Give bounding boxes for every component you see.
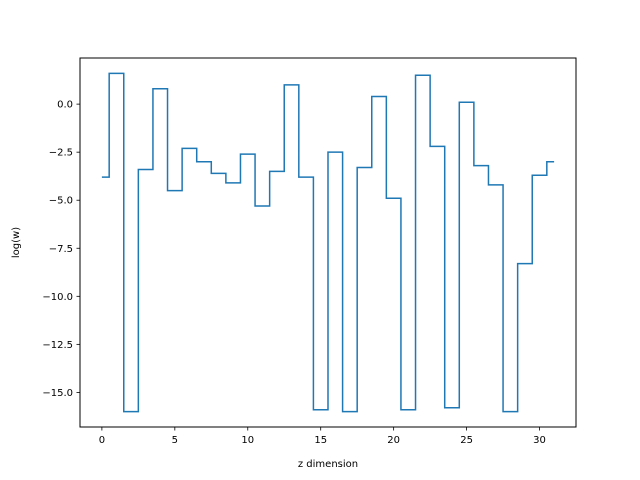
x-tick-label: 25 xyxy=(460,435,473,446)
x-tick-label: 10 xyxy=(241,435,254,446)
x-tick-label: 20 xyxy=(387,435,400,446)
x-tick-label: 0 xyxy=(99,435,105,446)
y-tick-label: −2.5 xyxy=(49,148,73,159)
x-tick-label: 15 xyxy=(314,435,327,446)
y-axis-label: log(w) xyxy=(11,227,22,258)
x-tick-label: 5 xyxy=(172,435,178,446)
y-ticks: 0.0 −2.5 −5.0 −7.5 −10.0 −12.5 −15.0 xyxy=(42,100,80,399)
x-ticks: 0 5 10 15 20 25 30 xyxy=(99,427,546,446)
plot-frame xyxy=(79,57,577,428)
x-tick-label: 30 xyxy=(533,435,546,446)
y-tick-label: −12.5 xyxy=(42,340,73,351)
x-axis-label: z dimension xyxy=(298,459,358,470)
y-tick-label: 0.0 xyxy=(57,100,73,111)
y-tick-label: −5.0 xyxy=(49,196,73,207)
series-line xyxy=(101,72,555,413)
y-tick-label: −7.5 xyxy=(49,244,73,255)
y-tick-label: −10.0 xyxy=(42,292,73,303)
y-tick-label: −15.0 xyxy=(42,388,73,399)
